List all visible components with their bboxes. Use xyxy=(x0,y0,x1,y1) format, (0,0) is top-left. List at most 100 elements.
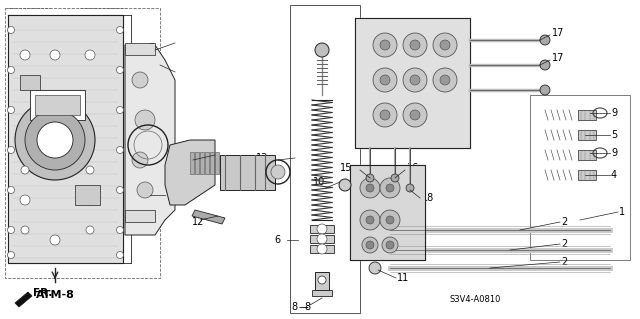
Text: 2: 2 xyxy=(561,239,567,249)
Text: 1: 1 xyxy=(619,207,625,217)
Bar xyxy=(310,245,334,253)
Circle shape xyxy=(360,210,380,230)
Circle shape xyxy=(8,187,15,194)
Circle shape xyxy=(386,184,394,192)
Bar xyxy=(215,152,219,174)
Circle shape xyxy=(317,244,327,254)
Circle shape xyxy=(366,216,374,224)
Text: ATM-8: ATM-8 xyxy=(36,290,74,300)
Text: 12: 12 xyxy=(192,217,204,227)
Text: 4: 4 xyxy=(611,170,617,180)
Circle shape xyxy=(410,110,420,120)
Bar xyxy=(578,150,596,160)
Bar xyxy=(190,152,194,174)
Bar xyxy=(578,110,596,120)
Circle shape xyxy=(116,226,124,234)
Circle shape xyxy=(410,75,420,85)
Circle shape xyxy=(380,40,390,50)
Polygon shape xyxy=(8,15,123,263)
Text: 8: 8 xyxy=(292,302,298,312)
Circle shape xyxy=(116,187,124,194)
Text: S3V4-A0810: S3V4-A0810 xyxy=(450,295,501,305)
Text: 18: 18 xyxy=(422,193,435,203)
Polygon shape xyxy=(355,18,470,148)
Bar xyxy=(125,210,155,222)
Circle shape xyxy=(386,216,394,224)
Circle shape xyxy=(85,50,95,60)
Circle shape xyxy=(8,26,15,33)
Text: 9: 9 xyxy=(611,148,617,158)
Circle shape xyxy=(85,195,95,205)
Bar xyxy=(200,152,204,174)
Circle shape xyxy=(366,184,374,192)
Circle shape xyxy=(403,33,427,57)
Bar xyxy=(205,152,209,174)
Circle shape xyxy=(37,122,73,158)
Circle shape xyxy=(410,40,420,50)
Circle shape xyxy=(116,26,124,33)
Bar xyxy=(310,235,334,243)
Circle shape xyxy=(86,166,94,174)
Circle shape xyxy=(403,68,427,92)
Polygon shape xyxy=(350,165,425,260)
Circle shape xyxy=(132,152,148,168)
Text: 14: 14 xyxy=(130,191,142,201)
Circle shape xyxy=(380,110,390,120)
Text: 10: 10 xyxy=(313,177,325,187)
Circle shape xyxy=(20,50,30,60)
Circle shape xyxy=(116,251,124,258)
Circle shape xyxy=(317,234,327,244)
Circle shape xyxy=(386,241,394,249)
Bar xyxy=(75,185,100,205)
Circle shape xyxy=(86,226,94,234)
Text: 14: 14 xyxy=(152,58,164,68)
Text: 5: 5 xyxy=(611,130,617,140)
Circle shape xyxy=(20,195,30,205)
Text: 16: 16 xyxy=(407,163,419,173)
Bar xyxy=(20,75,40,90)
Circle shape xyxy=(391,174,399,182)
Circle shape xyxy=(271,165,285,179)
Circle shape xyxy=(403,103,427,127)
Circle shape xyxy=(116,66,124,73)
Text: 9: 9 xyxy=(611,108,617,118)
Circle shape xyxy=(433,68,457,92)
Bar xyxy=(195,152,199,174)
Bar xyxy=(578,170,596,180)
Circle shape xyxy=(406,184,414,192)
Circle shape xyxy=(50,50,60,60)
Text: 6: 6 xyxy=(274,235,280,245)
Circle shape xyxy=(360,178,380,198)
Bar xyxy=(290,5,360,313)
Text: 15: 15 xyxy=(340,163,352,173)
Polygon shape xyxy=(15,292,32,307)
Circle shape xyxy=(116,146,124,153)
Text: 11: 11 xyxy=(397,273,409,283)
Circle shape xyxy=(15,100,95,180)
Circle shape xyxy=(21,166,29,174)
Polygon shape xyxy=(192,210,225,224)
Text: 2: 2 xyxy=(561,257,567,267)
Circle shape xyxy=(380,178,400,198)
Text: 8: 8 xyxy=(304,302,310,312)
Bar xyxy=(210,152,214,174)
Circle shape xyxy=(366,174,374,182)
Text: 2: 2 xyxy=(561,217,567,227)
Circle shape xyxy=(339,179,351,191)
Circle shape xyxy=(315,43,329,57)
Circle shape xyxy=(540,35,550,45)
Circle shape xyxy=(540,60,550,70)
Bar xyxy=(30,90,85,120)
Circle shape xyxy=(25,110,85,170)
Text: —: — xyxy=(299,302,308,312)
Circle shape xyxy=(380,210,400,230)
Bar xyxy=(125,43,155,55)
Circle shape xyxy=(50,235,60,245)
Bar xyxy=(315,272,329,290)
Circle shape xyxy=(8,251,15,258)
Text: FR.: FR. xyxy=(33,288,52,298)
Circle shape xyxy=(366,241,374,249)
Text: 7: 7 xyxy=(148,43,154,53)
Circle shape xyxy=(116,107,124,114)
Text: 17: 17 xyxy=(552,53,564,63)
